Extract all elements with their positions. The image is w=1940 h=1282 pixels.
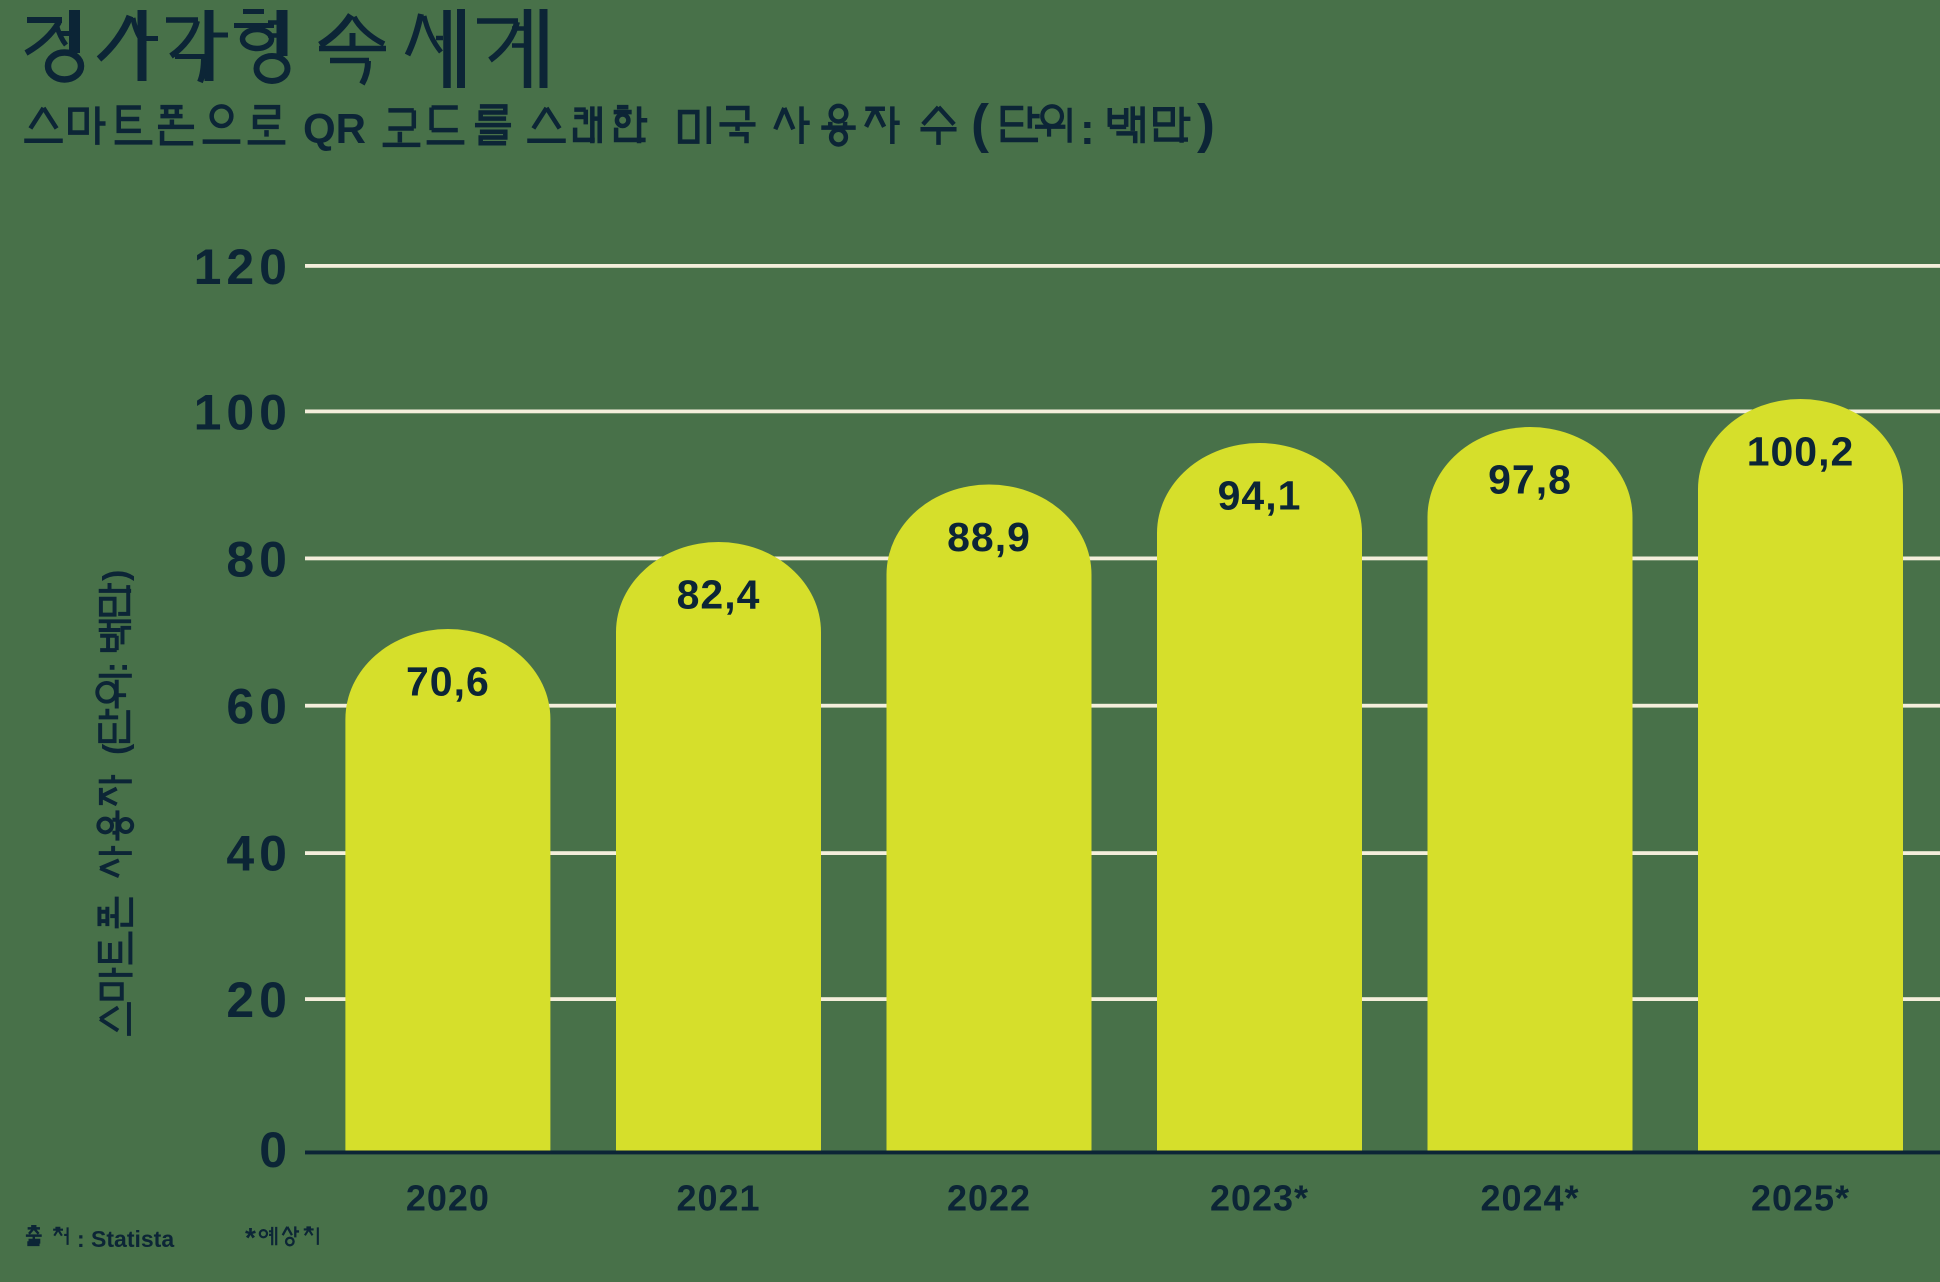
svg-text:: Statista: : Statista (77, 1226, 174, 1252)
svg-text:(: ( (97, 743, 135, 755)
svg-text:60: 60 (226, 679, 292, 735)
svg-text::: : (97, 662, 135, 673)
svg-text:2025*: 2025* (1751, 1178, 1850, 1219)
svg-text::: : (1080, 105, 1095, 154)
svg-text:80: 80 (226, 531, 292, 587)
svg-text:): ) (1197, 94, 1215, 154)
svg-text:): ) (97, 570, 135, 581)
svg-text:2024*: 2024* (1480, 1178, 1579, 1219)
svg-text:97,8: 97,8 (1488, 457, 1572, 503)
svg-text:*: * (245, 1222, 256, 1253)
svg-text:100,2: 100,2 (1747, 429, 1855, 475)
svg-text:40: 40 (226, 825, 292, 881)
svg-text:2022: 2022 (947, 1178, 1031, 1219)
svg-text:120: 120 (194, 239, 292, 295)
svg-text:70,6: 70,6 (406, 659, 490, 705)
svg-text:88,9: 88,9 (947, 514, 1031, 560)
svg-text:20: 20 (226, 972, 292, 1028)
svg-text:94,1: 94,1 (1218, 473, 1302, 519)
svg-text:QR: QR (303, 105, 366, 152)
svg-text:(: ( (971, 94, 989, 154)
svg-text:2020: 2020 (406, 1178, 490, 1219)
svg-text:0: 0 (259, 1122, 292, 1178)
svg-text:2023*: 2023* (1210, 1178, 1309, 1219)
svg-text:100: 100 (194, 385, 292, 441)
svg-text:82,4: 82,4 (677, 572, 761, 618)
svg-text:2021: 2021 (676, 1178, 760, 1219)
